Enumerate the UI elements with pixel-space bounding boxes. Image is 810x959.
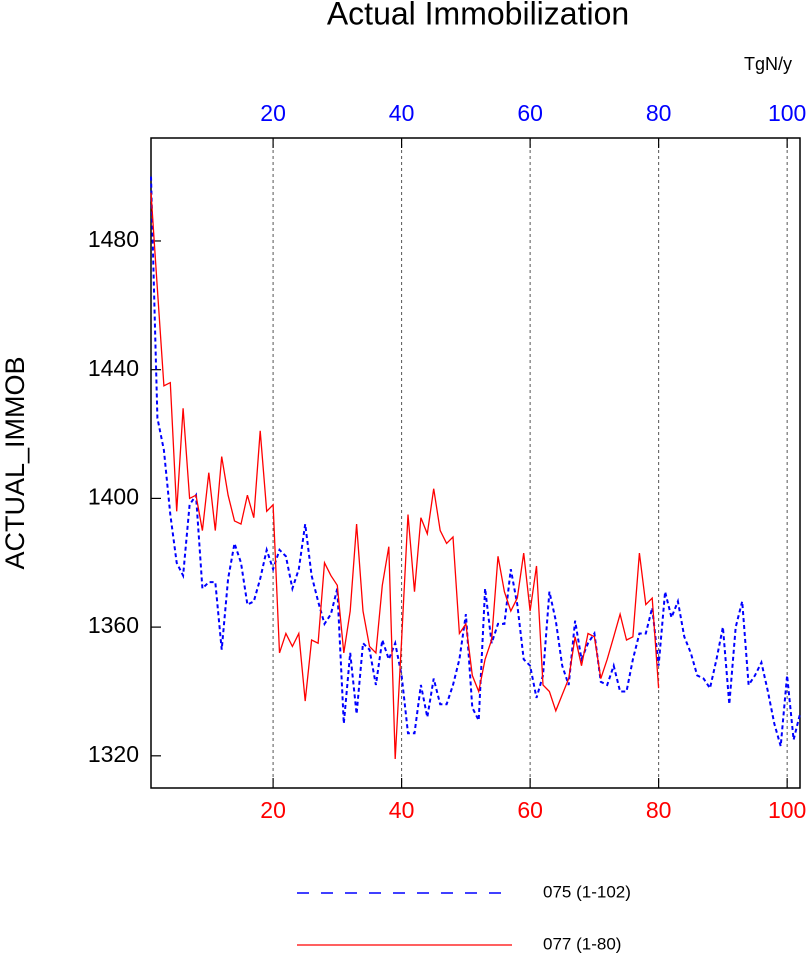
plot-frame [150, 137, 801, 789]
x2-tick-label: 100 [768, 100, 806, 126]
x2-tick-label: 20 [260, 100, 286, 126]
x2-tick-label: 40 [389, 100, 415, 126]
series-line [150, 176, 801, 747]
x2-axis-label: TgN/y [744, 54, 792, 74]
series-line [150, 192, 660, 760]
y-tick-label: 1360 [88, 612, 139, 638]
y-tick-label: 1480 [88, 226, 139, 252]
x-tick-label: 20 [260, 797, 286, 823]
legend-label: 077 (1-80) [543, 934, 621, 953]
x2-tick-label: 60 [517, 100, 543, 126]
y-tick-label: 1440 [88, 355, 139, 381]
x-tick-label: 100 [768, 797, 806, 823]
x2-tick-label: 80 [646, 100, 672, 126]
chart-title: Actual Immobilization [327, 0, 629, 31]
y-tick-label: 1320 [88, 741, 139, 767]
y-axis-label: ACTUAL_IMMOB [0, 356, 30, 569]
x-tick-label: 80 [646, 797, 672, 823]
y-tick-label: 1400 [88, 483, 139, 509]
legend-label: 075 (1-102) [543, 882, 631, 901]
x-tick-label: 60 [517, 797, 543, 823]
x-tick-label: 40 [389, 797, 415, 823]
